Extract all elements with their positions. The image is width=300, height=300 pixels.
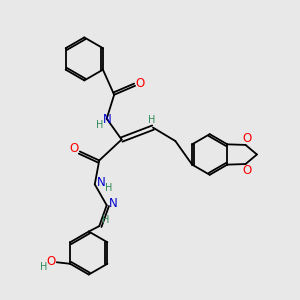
Text: N: N: [109, 197, 118, 210]
Text: H: H: [96, 120, 104, 130]
Text: N: N: [103, 113, 112, 126]
Text: H: H: [148, 115, 155, 125]
Text: H: H: [40, 262, 48, 272]
Text: N: N: [97, 176, 106, 189]
Text: H: H: [105, 183, 113, 193]
Text: O: O: [47, 255, 56, 268]
Text: O: O: [70, 142, 79, 155]
Text: O: O: [242, 164, 252, 177]
Text: H: H: [101, 215, 109, 225]
Text: O: O: [242, 132, 252, 145]
Text: O: O: [136, 77, 145, 90]
